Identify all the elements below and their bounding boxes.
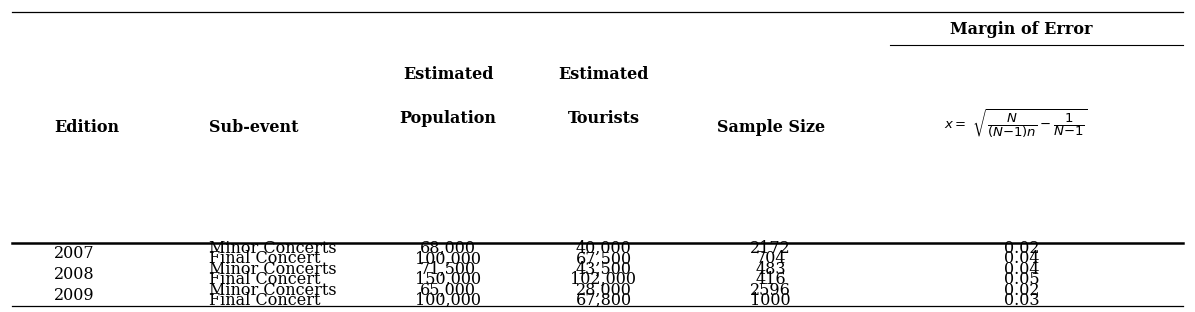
Text: 0.03: 0.03 bbox=[1004, 292, 1040, 309]
Text: 2172: 2172 bbox=[750, 240, 791, 257]
Text: Tourists: Tourists bbox=[568, 110, 639, 127]
Text: 100,000: 100,000 bbox=[415, 251, 482, 267]
Text: 28,000: 28,000 bbox=[576, 282, 631, 299]
Text: Estimated: Estimated bbox=[403, 66, 494, 83]
Text: 100,000: 100,000 bbox=[415, 292, 482, 309]
Text: $x{=}\ \sqrt{\dfrac{N}{(N{-}1)n} - \dfrac{1}{N{-}1}}$: $x{=}\ \sqrt{\dfrac{N}{(N{-}1)n} - \dfra… bbox=[944, 108, 1087, 141]
Text: Final Concert: Final Concert bbox=[209, 292, 320, 309]
Text: 2596: 2596 bbox=[750, 282, 791, 299]
Text: 416: 416 bbox=[755, 271, 786, 288]
Text: 43,500: 43,500 bbox=[576, 261, 631, 278]
Text: 2009: 2009 bbox=[54, 287, 94, 304]
Text: 1000: 1000 bbox=[750, 292, 791, 309]
Text: Edition: Edition bbox=[54, 119, 118, 136]
Text: 0.05: 0.05 bbox=[1004, 271, 1040, 288]
Text: 68,000: 68,000 bbox=[421, 240, 476, 257]
Text: Minor Concerts: Minor Concerts bbox=[209, 240, 337, 257]
Text: 2007: 2007 bbox=[54, 245, 94, 262]
Text: 0.04: 0.04 bbox=[1004, 251, 1040, 267]
Text: Margin of Error: Margin of Error bbox=[950, 21, 1093, 38]
Text: 704: 704 bbox=[755, 251, 786, 267]
Text: Final Concert: Final Concert bbox=[209, 251, 320, 267]
Text: 67,500: 67,500 bbox=[576, 251, 631, 267]
Text: 483: 483 bbox=[755, 261, 786, 278]
Text: Final Concert: Final Concert bbox=[209, 271, 320, 288]
Text: 102,000: 102,000 bbox=[570, 271, 637, 288]
Text: 150,000: 150,000 bbox=[415, 271, 482, 288]
Text: Estimated: Estimated bbox=[558, 66, 649, 83]
Text: 67,800: 67,800 bbox=[576, 292, 631, 309]
Text: 71,500: 71,500 bbox=[421, 261, 476, 278]
Text: 65,000: 65,000 bbox=[421, 282, 476, 299]
Text: 0.02: 0.02 bbox=[1004, 282, 1040, 299]
Text: 0.02: 0.02 bbox=[1004, 240, 1040, 257]
Text: 2008: 2008 bbox=[54, 266, 94, 283]
Text: Minor Concerts: Minor Concerts bbox=[209, 261, 337, 278]
Text: 40,000: 40,000 bbox=[576, 240, 631, 257]
Text: Minor Concerts: Minor Concerts bbox=[209, 282, 337, 299]
Text: Sample Size: Sample Size bbox=[717, 119, 825, 136]
Text: Sub-event: Sub-event bbox=[209, 119, 299, 136]
Text: Population: Population bbox=[399, 110, 497, 127]
Text: 0.04: 0.04 bbox=[1004, 261, 1040, 278]
